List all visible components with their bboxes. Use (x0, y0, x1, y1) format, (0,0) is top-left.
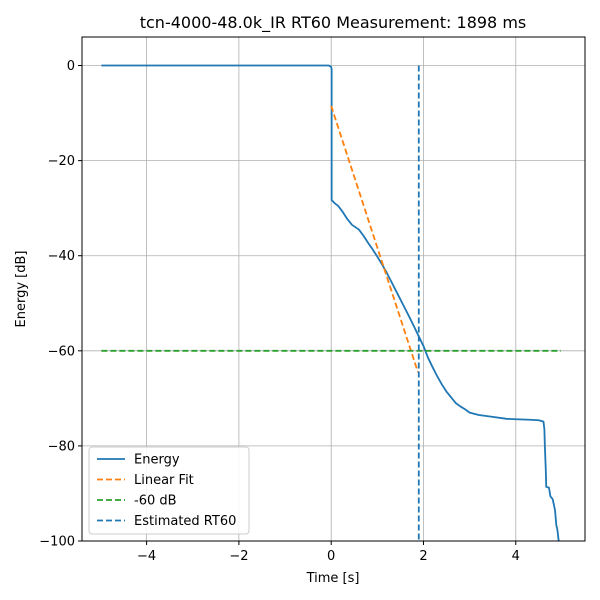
series-line-linear-fit (330, 105, 419, 373)
x-tick-label: −2 (229, 549, 248, 564)
x-tick-label: 4 (512, 549, 520, 564)
y-tick-label: −60 (48, 344, 75, 359)
legend-label: Estimated RT60 (134, 514, 236, 529)
ticks: −4 −2 0 2 40−20−40−60−80−100 (39, 59, 520, 564)
y-tick-label: −100 (39, 535, 75, 550)
x-tick-label: −4 (137, 549, 156, 564)
x-tick-label: 0 (327, 549, 335, 564)
legend-box (88, 446, 250, 535)
y-tick-label: −40 (48, 249, 75, 264)
plot-frame (81, 36, 586, 542)
x-axis-label: Time [s] (306, 571, 360, 586)
legend-label: Linear Fit (134, 473, 194, 488)
series-line-energy (101, 64, 560, 542)
x-tick-label: 2 (419, 549, 427, 564)
legend: Energy Linear Fit -60 dB Estimated RT60 (88, 446, 250, 535)
y-tick-label: −20 (48, 154, 75, 169)
series-group (101, 64, 561, 542)
legend-label: Energy (134, 453, 180, 468)
y-axis-label: Energy [dB] (14, 251, 29, 328)
legend-label: -60 dB (134, 494, 177, 509)
chart-title: tcn-4000-48.0k_IR RT60 Measurement: 1898… (140, 13, 527, 33)
y-tick-label: 0 (67, 59, 75, 74)
y-tick-label: −80 (48, 439, 75, 454)
